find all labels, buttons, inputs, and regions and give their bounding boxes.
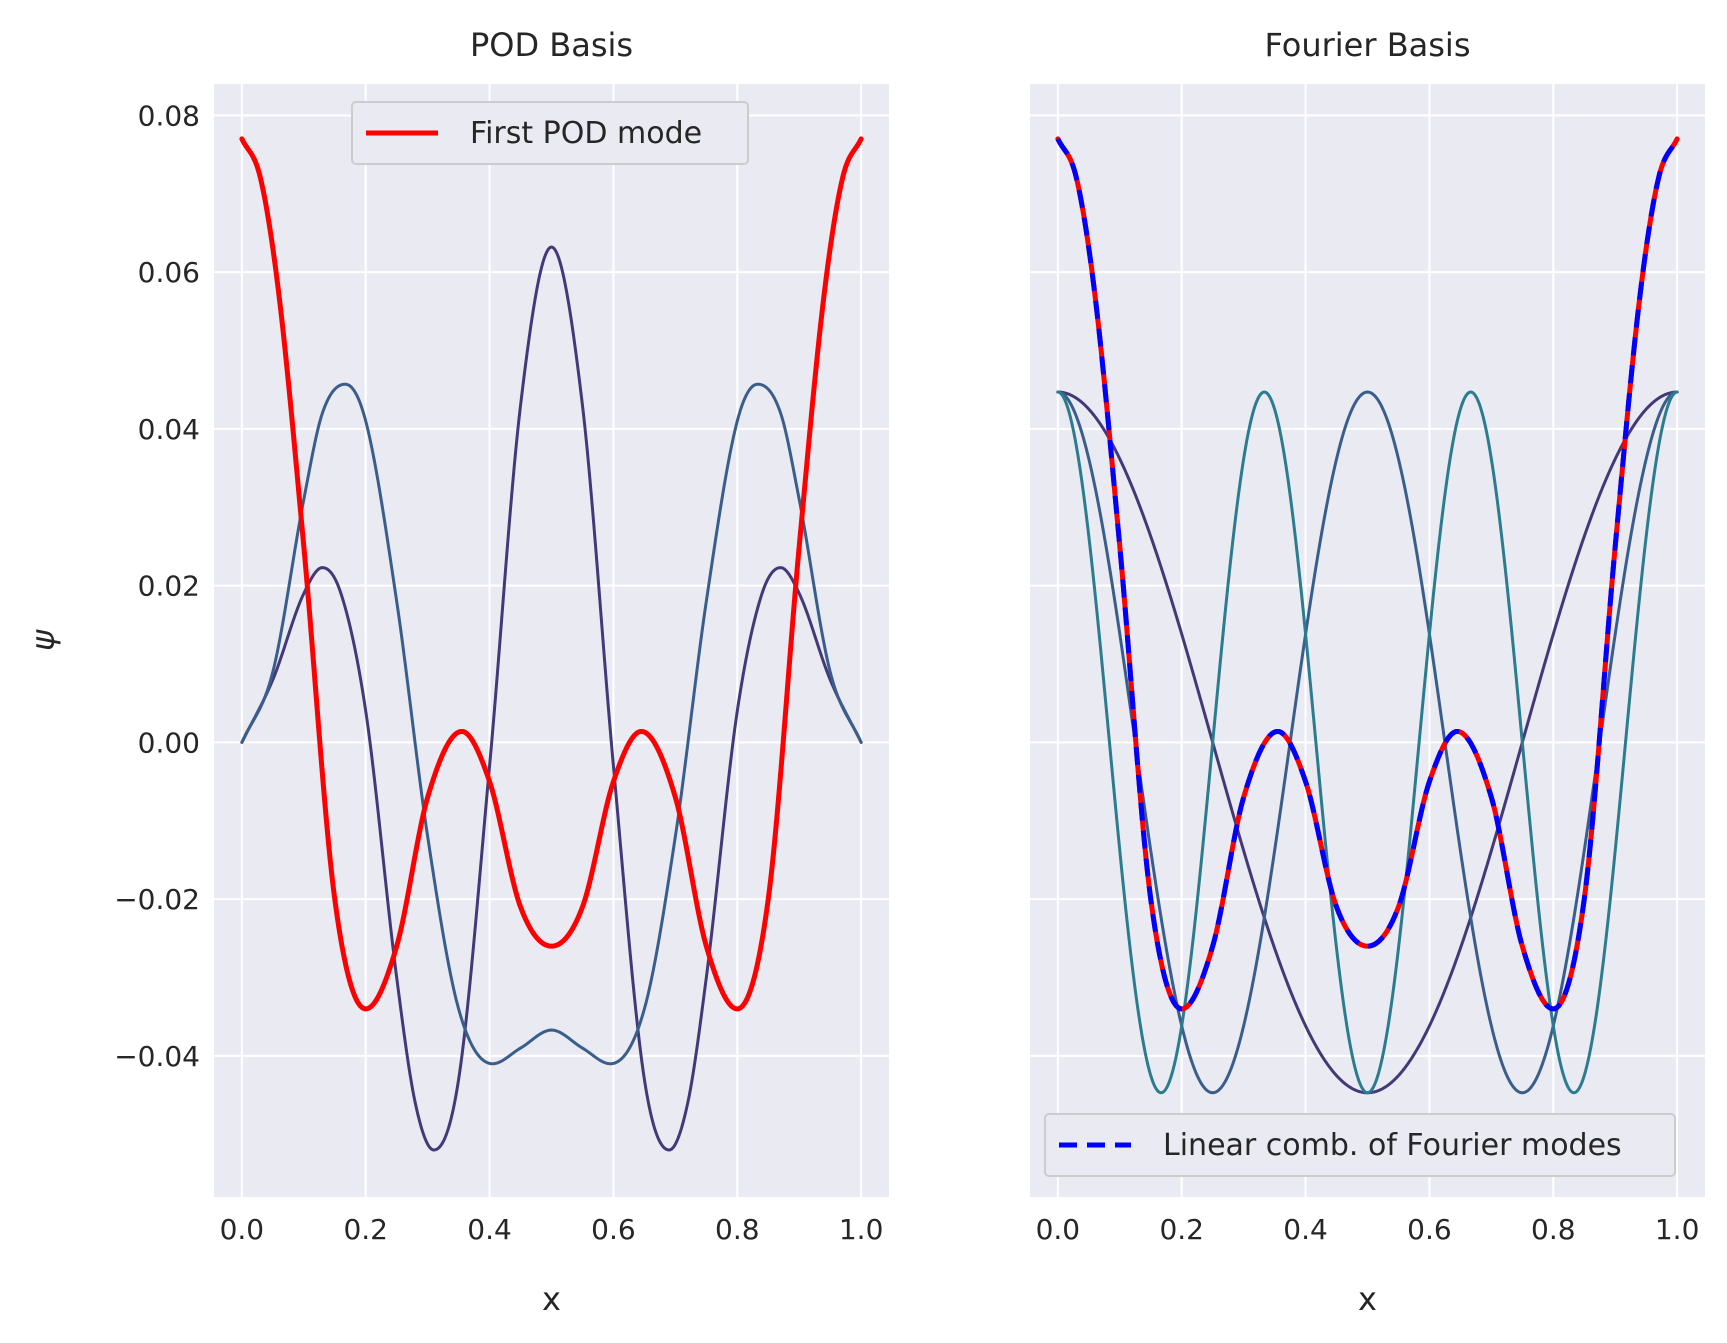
fourier-legend: Linear comb. of Fourier modes: [1044, 1113, 1676, 1177]
y-tick-label-4: 0.00: [138, 726, 200, 759]
y-tick-label-5: −0.02: [114, 883, 200, 916]
series-cos-4-x-mode-line: [1056, 390, 1679, 1095]
x-tick-label-4: 0.8: [1531, 1213, 1576, 1246]
series-pod-mode-3-line: [240, 245, 863, 1152]
x-tick-label-2: 0.4: [467, 1213, 512, 1246]
x-tick-label-3: 0.6: [591, 1213, 636, 1246]
x-tick-label-1: 0.2: [1159, 1213, 1204, 1246]
pod-basis-title: POD Basis: [470, 26, 633, 64]
x-tick-label-5: 1.0: [1655, 1213, 1700, 1246]
fourier-legend-box: [1044, 1113, 1676, 1177]
fourier-basis-panel: 0.0 0.2 0.4 0.6 0.8 1.0 Fourier Basis x Linea…: [1030, 26, 1705, 1318]
y-tick-label-6: −0.04: [114, 1040, 200, 1073]
pod-y-axis-label: ψ: [24, 629, 62, 651]
y-tick-label-0: 0.08: [138, 99, 200, 132]
x-tick-label-0: 0.0: [1036, 1213, 1081, 1246]
x-tick-label-5: 1.0: [839, 1213, 884, 1246]
y-tick-label-1: 0.06: [138, 256, 200, 289]
series-pod-mode-2-line: [240, 382, 863, 1066]
series-cos-6-x-mode-line: [1056, 390, 1679, 1095]
x-tick-label-1: 0.2: [343, 1213, 388, 1246]
fourier-basis-title: Fourier Basis: [1265, 26, 1471, 64]
x-tick-label-3: 0.6: [1407, 1213, 1452, 1246]
pod-legend-label: First POD mode: [470, 116, 702, 151]
y-tick-label-2: 0.04: [138, 413, 200, 446]
series-linear-comb-of-fourier-modes-line: [1055, 137, 1680, 1012]
series-first-pod-mode-line: [239, 136, 864, 1012]
pod-plot-area: [214, 84, 889, 1197]
fourier-x-axis-label: x: [1358, 1280, 1377, 1318]
y-tick-label-3: 0.02: [138, 570, 200, 603]
x-tick-label-4: 0.8: [715, 1213, 760, 1246]
fourier-plot-area: [1030, 84, 1705, 1197]
x-tick-label-2: 0.4: [1283, 1213, 1328, 1246]
x-tick-label-0: 0.0: [220, 1213, 265, 1246]
pod-basis-panel: 0.0 0.2 0.4 0.6 0.8 1.0 0.08 0.06 0.04 0.02 0.00 −…: [24, 26, 889, 1318]
pod-x-axis-label: x: [542, 1280, 561, 1318]
fourier-legend-label: Linear comb. of Fourier modes: [1163, 1128, 1622, 1163]
pod-legend-box: [351, 101, 749, 165]
pod-legend: First POD mode: [351, 101, 749, 165]
